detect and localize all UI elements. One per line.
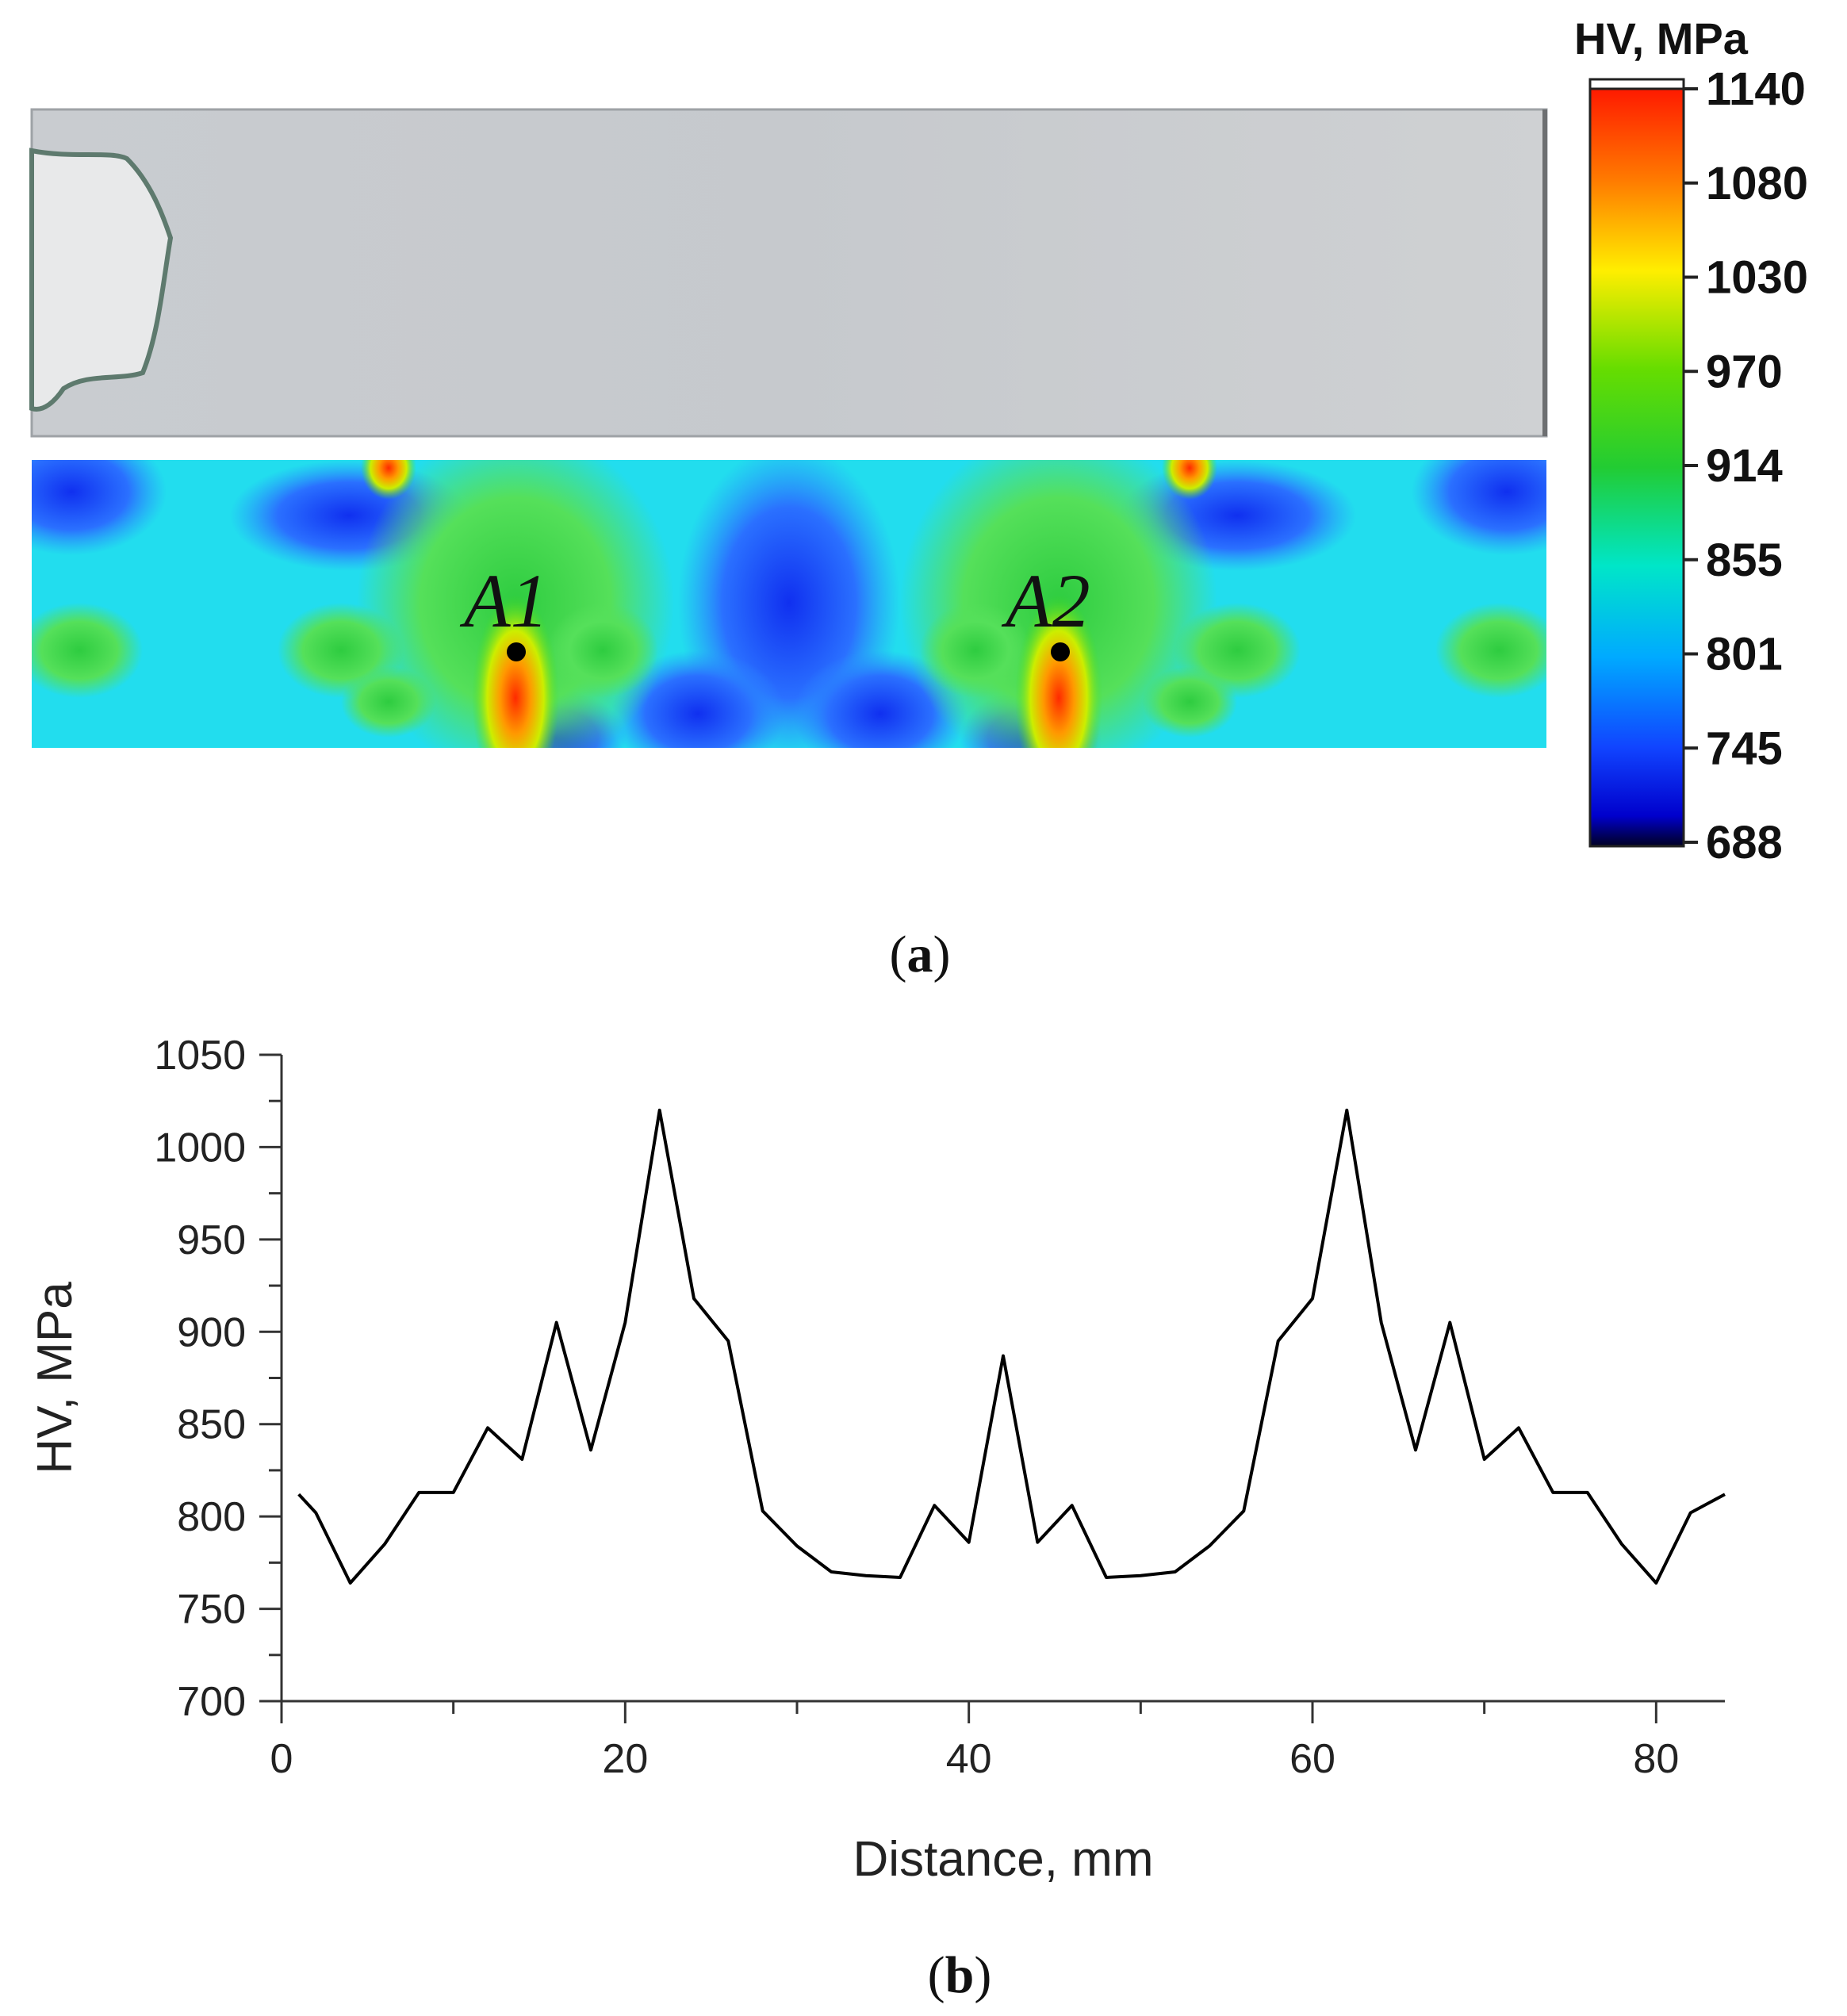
y-tick-label: 750 bbox=[177, 1587, 246, 1633]
line-chart: 700 750 800 850 900 950 1000 1050 0 20 40 60 80 Dis… bbox=[28, 1033, 1726, 1887]
x-axis-title: Distance, mm bbox=[853, 1832, 1154, 1887]
point-a1: A1 bbox=[459, 558, 549, 661]
colorbar-gradient bbox=[1588, 87, 1685, 848]
point-a1-label: A1 bbox=[459, 558, 549, 643]
point-a2-dot bbox=[1051, 642, 1070, 661]
panel-a-label: (a) bbox=[890, 926, 951, 983]
x-tick-label: 0 bbox=[270, 1736, 293, 1782]
colorbar-top-cap bbox=[1588, 78, 1685, 90]
series-line-hv bbox=[297, 1108, 1726, 1585]
series-points bbox=[299, 1110, 1725, 1583]
x-tick-label: 80 bbox=[1633, 1736, 1679, 1782]
y-tick-label: 700 bbox=[177, 1679, 246, 1725]
y-tick-label: 1000 bbox=[154, 1125, 246, 1171]
point-a2: A2 bbox=[1001, 558, 1090, 661]
sample-photo bbox=[29, 108, 1548, 438]
point-a1-dot bbox=[507, 642, 526, 661]
colorbar: HV, MPa 1140 1080 1030 970 914 855 801 745 688 bbox=[1574, 13, 1808, 868]
x-tick-label: 60 bbox=[1289, 1736, 1335, 1782]
colorbar-tick-label: 1140 bbox=[1706, 63, 1806, 115]
panel-b-label: (b) bbox=[928, 1946, 992, 2004]
colorbar-ticks: 1140 1080 1030 970 914 855 801 745 688 bbox=[1684, 63, 1808, 868]
hardness-map bbox=[32, 460, 1546, 748]
x-axis: 0 20 40 60 80 bbox=[270, 1700, 1725, 1782]
colorbar-tick-label: 801 bbox=[1706, 629, 1783, 680]
y-tick-label: 1050 bbox=[154, 1033, 246, 1079]
y-tick-label: 800 bbox=[177, 1494, 246, 1540]
y-tick-label: 950 bbox=[177, 1217, 246, 1263]
colorbar-tick-label: 1030 bbox=[1706, 252, 1808, 304]
colorbar-tick-label: 688 bbox=[1706, 817, 1783, 868]
point-a2-label: A2 bbox=[1001, 558, 1090, 643]
x-tick-label: 40 bbox=[946, 1736, 992, 1782]
colorbar-tick-label: 914 bbox=[1706, 440, 1783, 492]
colorbar-tick-label: 855 bbox=[1706, 535, 1783, 586]
colorbar-title: HV, MPa bbox=[1574, 13, 1749, 63]
x-tick-label: 20 bbox=[602, 1736, 648, 1782]
colorbar-tick-label: 970 bbox=[1706, 346, 1783, 397]
y-axis: 700 750 800 850 900 950 1000 1050 bbox=[154, 1033, 283, 1725]
y-tick-label: 850 bbox=[177, 1402, 246, 1448]
colorbar-tick-label: 1080 bbox=[1706, 158, 1808, 209]
colorbar-tick-label: 745 bbox=[1706, 722, 1783, 774]
y-tick-label: 900 bbox=[177, 1309, 246, 1355]
y-axis-title: HV, MPa bbox=[28, 1282, 82, 1474]
